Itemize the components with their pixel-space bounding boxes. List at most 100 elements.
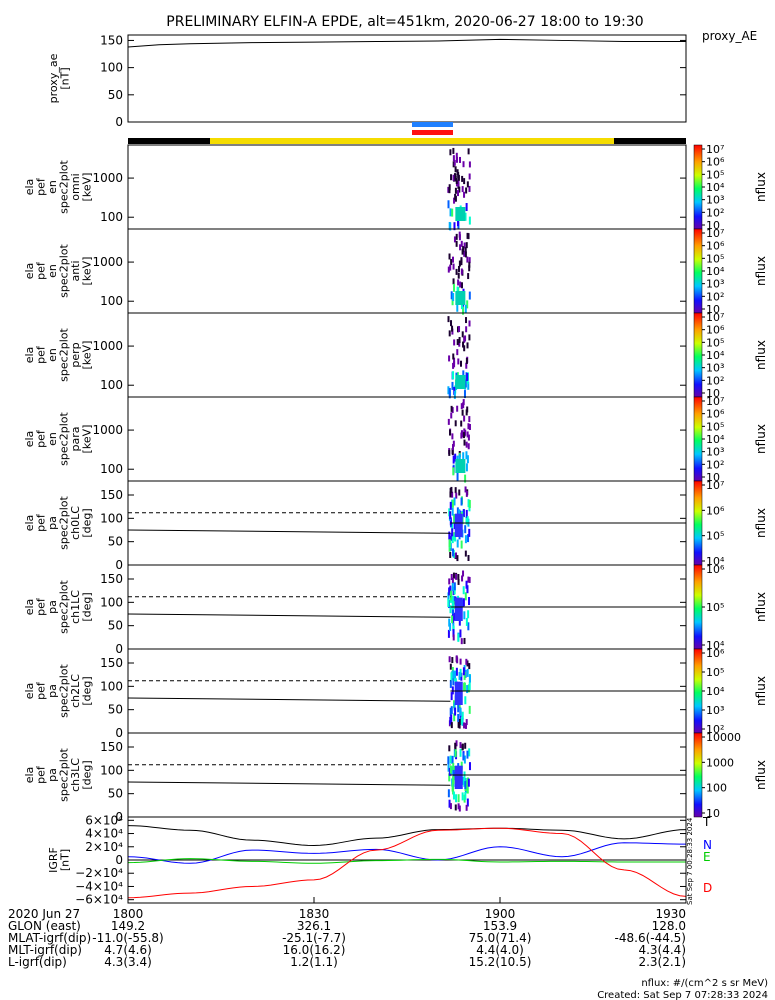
data-cell bbox=[464, 791, 467, 800]
data-cell bbox=[454, 453, 457, 462]
y-tick-label: 100 bbox=[100, 378, 123, 392]
data-cell bbox=[464, 696, 467, 705]
y-axis-label: [deg] bbox=[81, 508, 94, 537]
data-cell bbox=[466, 181, 469, 188]
y-tick-label: 6×10⁴ bbox=[85, 813, 123, 827]
data-cell bbox=[451, 449, 454, 456]
data-cell bbox=[465, 317, 468, 324]
data-cell bbox=[451, 507, 454, 516]
colorbar-fill bbox=[693, 396, 703, 482]
y-axis-label: ch3LC bbox=[69, 758, 82, 792]
data-cell bbox=[463, 390, 466, 399]
data-cell bbox=[453, 236, 456, 243]
data-cell bbox=[455, 240, 458, 247]
data-cell bbox=[467, 233, 470, 240]
colorbar-tick-label: 10⁴ bbox=[706, 265, 725, 278]
data-cell bbox=[450, 672, 453, 681]
y-axis-label: [deg] bbox=[81, 592, 94, 621]
data-cell bbox=[453, 390, 456, 399]
data-cell bbox=[468, 499, 471, 508]
colorbar-label: nflux bbox=[754, 256, 768, 286]
data-cell bbox=[447, 629, 450, 638]
data-cell bbox=[457, 803, 460, 810]
data-cell bbox=[463, 722, 466, 729]
panel-ch1LC: 050100150elapefpaspec2plotch1LC[deg]10⁴1… bbox=[23, 563, 768, 656]
colorbar-tick-label: 10⁴ bbox=[706, 685, 725, 698]
data-cell bbox=[467, 148, 470, 155]
data-cell bbox=[452, 601, 455, 610]
colorbar-tick-label: 10⁶ bbox=[706, 504, 725, 517]
data-cell bbox=[468, 185, 471, 192]
y-axis-label: pef bbox=[35, 429, 48, 448]
y-axis-label: ela bbox=[23, 599, 36, 616]
data-cell bbox=[448, 745, 451, 752]
y-tick-label: 0 bbox=[115, 726, 123, 740]
y-tick-label: 0 bbox=[115, 810, 123, 824]
data-cell bbox=[448, 449, 451, 456]
data-cell bbox=[452, 440, 455, 447]
data-cell bbox=[457, 265, 460, 272]
colorbar-tick-label: 10⁵ bbox=[706, 601, 724, 614]
data-cell bbox=[452, 786, 455, 795]
data-cell bbox=[455, 459, 466, 473]
data-cell bbox=[455, 492, 458, 499]
data-cell bbox=[466, 406, 469, 413]
y-axis-label: ela bbox=[23, 179, 36, 196]
science-zone-red bbox=[412, 130, 453, 135]
y-tick-label: −2×10⁴ bbox=[75, 866, 123, 880]
legend-E: E bbox=[703, 850, 711, 864]
colorbar-tick-label: 10 bbox=[706, 807, 720, 820]
panel-IGRF: −6×10⁴−4×10⁴−2×10⁴02×10⁴4×10⁴6×10⁴IGRF[n… bbox=[47, 813, 712, 906]
data-cell bbox=[467, 273, 470, 280]
colorbar-tick-label: 1000 bbox=[706, 756, 734, 769]
data-cell bbox=[465, 326, 468, 333]
legend-T: T bbox=[702, 815, 711, 829]
colorbar-fill bbox=[693, 228, 703, 314]
series-E bbox=[127, 858, 686, 864]
data-cell bbox=[453, 514, 456, 523]
data-cell bbox=[468, 173, 471, 180]
y-axis-label: pa bbox=[46, 768, 59, 782]
y-axis-label: spec2plot bbox=[58, 412, 71, 466]
data-cell bbox=[467, 610, 470, 619]
data-cell bbox=[463, 671, 466, 680]
data-cell bbox=[463, 778, 466, 787]
data-cell bbox=[456, 339, 459, 346]
data-cell bbox=[448, 253, 451, 260]
data-cell bbox=[450, 722, 453, 729]
data-cell bbox=[461, 186, 464, 193]
data-cell bbox=[448, 773, 451, 782]
data-cell bbox=[454, 681, 463, 705]
data-cell bbox=[460, 403, 463, 410]
data-cell bbox=[459, 707, 462, 716]
data-cell bbox=[452, 353, 455, 360]
data-cell bbox=[452, 762, 455, 771]
data-cell bbox=[452, 572, 455, 579]
colorbar-tick-label: 100 bbox=[706, 782, 727, 795]
data-cell bbox=[462, 399, 465, 406]
y-axis-label: ela bbox=[23, 263, 36, 280]
data-cell bbox=[449, 222, 452, 231]
data-cell bbox=[459, 742, 462, 749]
colorbar-fill bbox=[693, 564, 703, 650]
data-cell bbox=[456, 555, 459, 562]
y-axis-label: IGRF bbox=[47, 847, 60, 873]
data-cell bbox=[453, 357, 456, 364]
data-cell bbox=[450, 692, 453, 701]
data-cell bbox=[464, 742, 467, 749]
data-cell bbox=[451, 686, 454, 695]
data-cell bbox=[463, 683, 466, 692]
colorbar-label: nflux bbox=[754, 592, 768, 622]
data-cell bbox=[461, 599, 464, 608]
data-cell bbox=[464, 474, 467, 483]
data-cell bbox=[456, 218, 459, 227]
data-cell bbox=[452, 161, 455, 168]
data-cell bbox=[452, 677, 455, 686]
colorbar-tick-label: 10⁴ bbox=[706, 181, 725, 194]
data-cell bbox=[449, 149, 452, 156]
colorbar-label: nflux bbox=[754, 760, 768, 790]
data-cell bbox=[467, 423, 470, 430]
data-cell bbox=[457, 574, 460, 581]
data-cell bbox=[460, 259, 463, 266]
